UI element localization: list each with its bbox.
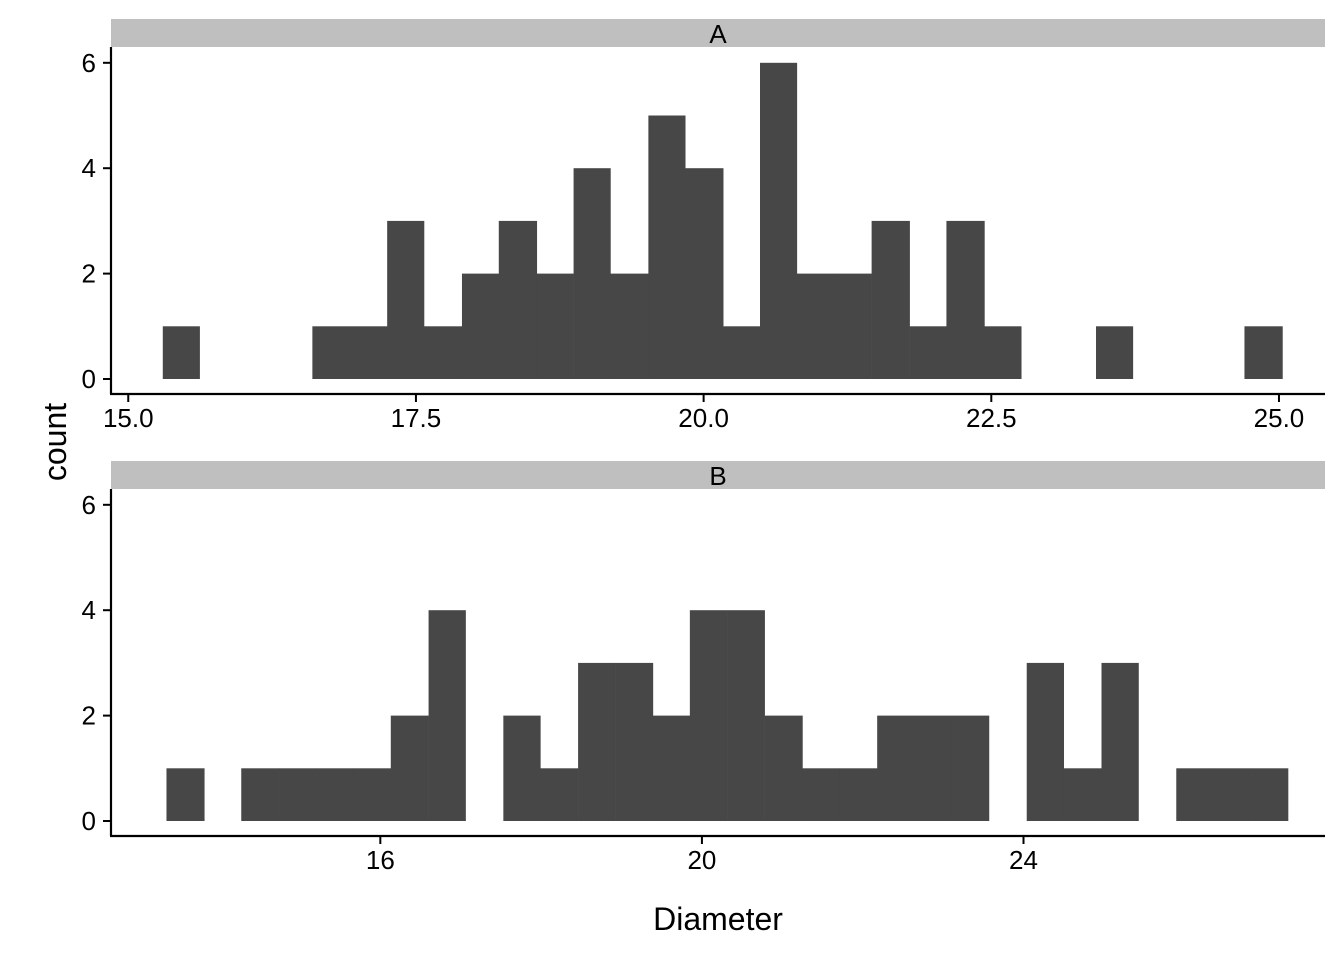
y-tick-label: 4 <box>82 153 96 183</box>
histogram-bar <box>723 326 761 379</box>
x-tick-label: 15.0 <box>103 403 154 433</box>
histogram-bar <box>839 768 878 821</box>
y-tick-label: 4 <box>82 595 96 625</box>
histogram-bar <box>1213 768 1252 821</box>
y-tick-label: 0 <box>82 364 96 394</box>
x-tick-label: 24 <box>1009 845 1038 875</box>
histogram-bar <box>1063 768 1102 821</box>
histogram-bar <box>166 768 205 821</box>
x-tick-label: 20 <box>687 845 716 875</box>
histogram-bar <box>428 610 466 821</box>
facet-strip-label: B <box>709 461 726 491</box>
histogram-bar <box>578 662 616 821</box>
facet-strip <box>111 461 1325 489</box>
y-tick-label: 2 <box>82 701 96 731</box>
histogram-bar <box>760 62 798 380</box>
histogram-bar <box>503 715 541 821</box>
histogram-bar <box>1176 768 1214 821</box>
x-tick-label: 25.0 <box>1254 403 1305 433</box>
histogram-bar <box>1026 662 1065 821</box>
facet-panel-a: A 0 2 4 6 15.0 17.5 20.0 22.5 25.0 <box>82 19 1325 433</box>
x-tick-label: 16 <box>366 845 395 875</box>
histogram-bar <box>162 326 200 379</box>
histogram-bar <box>796 273 836 379</box>
histogram-bar <box>312 326 350 379</box>
histogram-bar <box>615 662 654 821</box>
histogram-bar <box>834 273 872 379</box>
histogram-bar <box>685 168 724 379</box>
histogram-bar <box>689 610 728 821</box>
histogram-bar <box>390 715 429 821</box>
y-tick-label: 6 <box>82 48 96 78</box>
histogram-bar <box>802 768 840 821</box>
histogram-bar <box>498 220 538 379</box>
x-tick-label: 17.5 <box>391 403 442 433</box>
facet-strip <box>111 19 1325 47</box>
histogram-bar <box>727 610 765 821</box>
histogram-bar <box>946 220 985 379</box>
histogram-bar <box>241 768 280 821</box>
histogram-bar <box>349 326 388 379</box>
y-axis-title: count <box>37 403 73 481</box>
histogram-bar <box>877 715 915 821</box>
histogram-bar <box>573 168 611 379</box>
histogram-bar <box>764 715 803 821</box>
histogram-bar <box>909 326 947 379</box>
histogram-bar <box>1096 326 1134 379</box>
x-tick-label: 20.0 <box>678 403 729 433</box>
histogram-bar <box>914 715 953 821</box>
y-tick-label: 0 <box>82 806 96 836</box>
histogram-bar <box>540 768 579 821</box>
facet-strip-label: A <box>709 19 727 49</box>
histogram-bar <box>610 273 649 379</box>
histogram-bar <box>279 768 317 821</box>
histogram-bar <box>951 715 990 821</box>
histogram-bar <box>316 768 355 821</box>
histogram-bar <box>536 273 574 379</box>
histogram-bar <box>984 326 1022 379</box>
histogram-bar <box>871 220 910 379</box>
x-tick-label: 22.5 <box>966 403 1017 433</box>
histogram-bar <box>1101 662 1139 821</box>
histogram-bar <box>652 715 691 821</box>
histogram-bar <box>353 768 392 821</box>
histogram-bar <box>648 115 686 379</box>
y-tick-label: 2 <box>82 259 96 289</box>
x-axis-title: Diameter <box>653 901 783 937</box>
histogram-bar <box>1251 768 1289 821</box>
histogram-bar <box>423 326 463 379</box>
histogram-bar <box>387 220 425 379</box>
histogram-bar <box>461 273 500 379</box>
y-tick-label: 6 <box>82 490 96 520</box>
histogram-bar <box>1244 326 1283 379</box>
